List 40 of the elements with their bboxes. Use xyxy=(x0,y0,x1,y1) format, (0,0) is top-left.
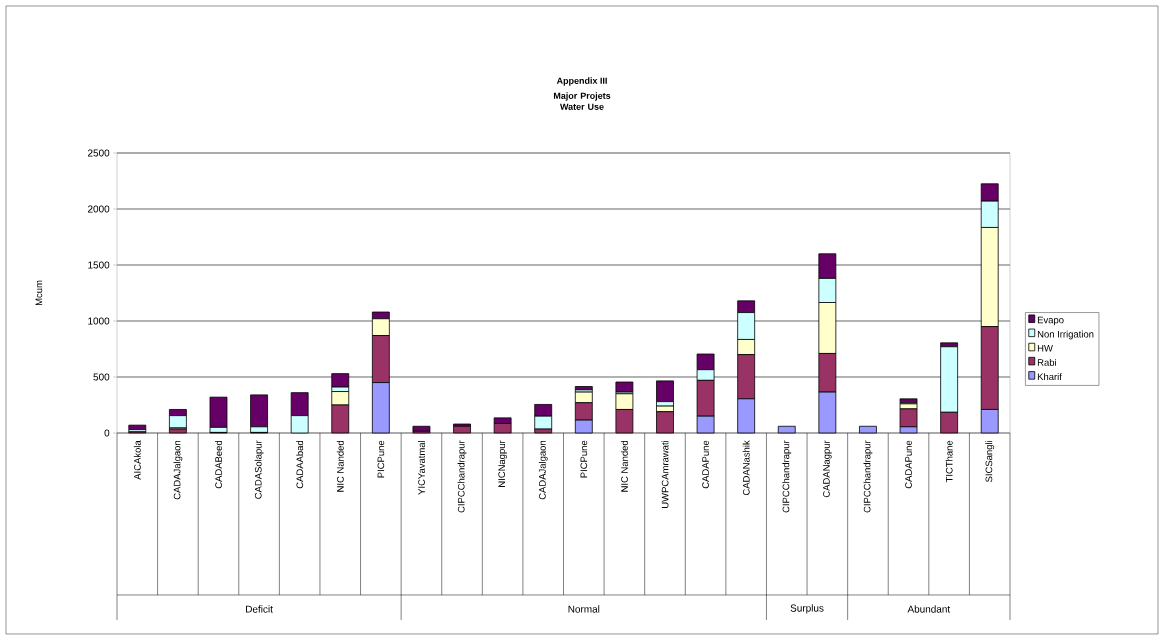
x-tick-label: NIC Nanded xyxy=(336,440,344,492)
text: Deficit xyxy=(246,605,273,613)
chart-subtitle: Major Projets Water Use xyxy=(553,92,611,110)
x-tick-label: CADASolapur xyxy=(254,440,264,499)
x-tick-label: CIPCChandrapur xyxy=(457,440,467,513)
x-tick-label: CADAJalgaon xyxy=(538,440,548,500)
legend-label: Non Irrigation xyxy=(1037,330,1094,340)
x-tick-label: CADAPune xyxy=(905,440,912,489)
x-tick-label: AICAkola xyxy=(133,440,141,480)
text: Surplus xyxy=(790,604,824,614)
x-tick-label: CIPCChandrapur xyxy=(863,440,873,513)
x-tick-label: NICNagpur xyxy=(498,440,507,487)
x-tick-label: CADAAbad xyxy=(296,440,304,489)
x-tick-label: PICPune xyxy=(377,440,385,478)
x-tick-label: CADAJalgaon xyxy=(173,440,183,500)
legend-label: HW xyxy=(1037,344,1053,352)
x-tick-label: YICYavatmal xyxy=(417,440,425,495)
y-tick-label: 2000 xyxy=(87,205,110,213)
x-tick-label: NIC Nanded xyxy=(620,440,628,492)
x-tick-label: TICThane xyxy=(945,440,953,483)
x-tick-label: CIPCChandrapur xyxy=(782,440,792,513)
legend-label: Kharif xyxy=(1037,373,1062,381)
y-axis-title: Mcum xyxy=(35,280,43,306)
x-tick-label: CADABeed xyxy=(215,440,222,489)
x-tick-label: CADAPune xyxy=(702,440,709,489)
y-tick-label: 0 xyxy=(104,429,110,437)
y-tick-label: 500 xyxy=(93,373,110,381)
x-tick-label: CADANagpur xyxy=(823,440,832,498)
x-tick-label: PICPune xyxy=(580,440,588,478)
chart-title: Appendix III xyxy=(556,77,607,86)
y-tick-label: 1000 xyxy=(88,317,110,325)
text: Abundant xyxy=(907,605,951,613)
legend-label: Evapo xyxy=(1037,316,1064,326)
x-tick-label: CADANashik xyxy=(742,440,750,496)
y-tick-label: 2500 xyxy=(87,149,110,157)
x-tick-label: UWPCAmrawati xyxy=(661,440,669,508)
text: Normal xyxy=(568,605,600,613)
legend-label: Rabi xyxy=(1037,358,1056,366)
y-tick-label: 1500 xyxy=(88,261,110,269)
x-tick-label: SICSangli xyxy=(985,440,995,482)
